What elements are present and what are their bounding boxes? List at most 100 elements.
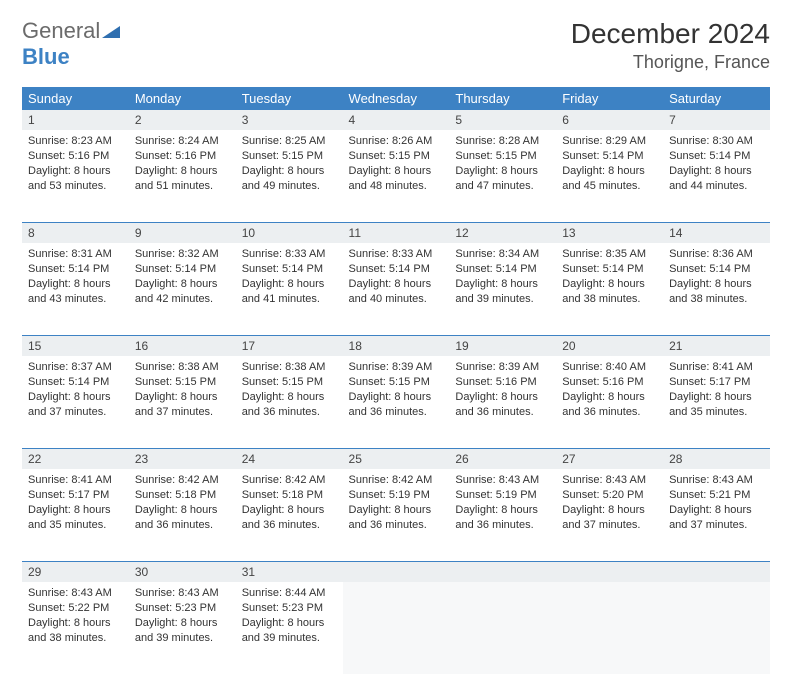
day-cell: Sunrise: 8:42 AMSunset: 5:18 PMDaylight:… [236,469,343,540]
empty-cell [556,582,663,674]
sunset-text: Sunset: 5:16 PM [455,375,550,390]
sunrise-text: Sunrise: 8:33 AM [349,247,444,262]
day-number: 10 [236,222,343,243]
daylight-text: Daylight: 8 hours and 49 minutes. [242,164,337,194]
day-cell: Sunrise: 8:39 AMSunset: 5:15 PMDaylight:… [343,356,450,427]
sunrise-text: Sunrise: 8:42 AM [242,473,337,488]
sunrise-text: Sunrise: 8:43 AM [135,586,230,601]
sunrise-text: Sunrise: 8:41 AM [669,360,764,375]
sunset-text: Sunset: 5:14 PM [562,262,657,277]
day-number: 15 [22,335,129,356]
day-cell: Sunrise: 8:31 AMSunset: 5:14 PMDaylight:… [22,243,129,314]
day-number: 16 [129,335,236,356]
sunrise-text: Sunrise: 8:28 AM [455,134,550,149]
sunrise-text: Sunrise: 8:44 AM [242,586,337,601]
day-cell: Sunrise: 8:30 AMSunset: 5:14 PMDaylight:… [663,130,770,201]
sunset-text: Sunset: 5:14 PM [455,262,550,277]
day-number: 19 [449,335,556,356]
sunset-text: Sunset: 5:15 PM [455,149,550,164]
sunrise-text: Sunrise: 8:39 AM [455,360,550,375]
daylight-text: Daylight: 8 hours and 40 minutes. [349,277,444,307]
day-number: 30 [129,561,236,582]
daylight-text: Daylight: 8 hours and 36 minutes. [562,390,657,420]
daynum-row: 1234567 [22,110,770,130]
sunset-text: Sunset: 5:16 PM [135,149,230,164]
sunset-text: Sunset: 5:15 PM [349,149,444,164]
day-number-empty [663,561,770,582]
day-cell: Sunrise: 8:35 AMSunset: 5:14 PMDaylight:… [556,243,663,314]
daylight-text: Daylight: 8 hours and 36 minutes. [135,503,230,533]
day-cell: Sunrise: 8:26 AMSunset: 5:15 PMDaylight:… [343,130,450,201]
sunrise-text: Sunrise: 8:43 AM [669,473,764,488]
page-title: December 2024 [571,18,770,50]
daylight-text: Daylight: 8 hours and 37 minutes. [669,503,764,533]
daylight-text: Daylight: 8 hours and 36 minutes. [349,390,444,420]
sunset-text: Sunset: 5:19 PM [349,488,444,503]
daylight-text: Daylight: 8 hours and 36 minutes. [242,503,337,533]
empty-cell [449,582,556,674]
day-number: 28 [663,448,770,469]
daylight-text: Daylight: 8 hours and 41 minutes. [242,277,337,307]
day-cell: Sunrise: 8:24 AMSunset: 5:16 PMDaylight:… [129,130,236,201]
daylight-text: Daylight: 8 hours and 53 minutes. [28,164,123,194]
sunrise-text: Sunrise: 8:38 AM [135,360,230,375]
day-number-empty [556,561,663,582]
day-number: 2 [129,110,236,130]
calendar-table: Sunday Monday Tuesday Wednesday Thursday… [22,87,770,674]
sunrise-text: Sunrise: 8:29 AM [562,134,657,149]
daylight-text: Daylight: 8 hours and 35 minutes. [669,390,764,420]
sunset-text: Sunset: 5:14 PM [669,149,764,164]
brand-general: General [22,18,100,43]
sunrise-text: Sunrise: 8:24 AM [135,134,230,149]
day-cell: Sunrise: 8:33 AMSunset: 5:14 PMDaylight:… [236,243,343,314]
day-number: 21 [663,335,770,356]
day-cell: Sunrise: 8:42 AMSunset: 5:19 PMDaylight:… [343,469,450,540]
day-number: 13 [556,222,663,243]
day-cell: Sunrise: 8:41 AMSunset: 5:17 PMDaylight:… [22,469,129,540]
daylight-text: Daylight: 8 hours and 37 minutes. [28,390,123,420]
sunrise-text: Sunrise: 8:41 AM [28,473,123,488]
day-number: 5 [449,110,556,130]
daylight-text: Daylight: 8 hours and 35 minutes. [28,503,123,533]
day-number: 18 [343,335,450,356]
day-cell: Sunrise: 8:38 AMSunset: 5:15 PMDaylight:… [129,356,236,427]
sunrise-text: Sunrise: 8:25 AM [242,134,337,149]
daylight-text: Daylight: 8 hours and 42 minutes. [135,277,230,307]
sunset-text: Sunset: 5:21 PM [669,488,764,503]
day-number: 4 [343,110,450,130]
weekday-header: Thursday [449,87,556,110]
day-number: 7 [663,110,770,130]
weekday-header: Friday [556,87,663,110]
day-cell: Sunrise: 8:36 AMSunset: 5:14 PMDaylight:… [663,243,770,314]
brand-blue: Blue [22,44,70,69]
logo-triangle-icon [102,18,120,43]
day-number: 24 [236,448,343,469]
sunset-text: Sunset: 5:14 PM [242,262,337,277]
day-cell: Sunrise: 8:38 AMSunset: 5:15 PMDaylight:… [236,356,343,427]
weekday-header: Tuesday [236,87,343,110]
week-row: Sunrise: 8:37 AMSunset: 5:14 PMDaylight:… [22,356,770,448]
sunrise-text: Sunrise: 8:35 AM [562,247,657,262]
sunrise-text: Sunrise: 8:42 AM [349,473,444,488]
day-cell: Sunrise: 8:37 AMSunset: 5:14 PMDaylight:… [22,356,129,427]
day-cell: Sunrise: 8:25 AMSunset: 5:15 PMDaylight:… [236,130,343,201]
location-label: Thorigne, France [571,52,770,73]
day-cell: Sunrise: 8:43 AMSunset: 5:23 PMDaylight:… [129,582,236,653]
sunrise-text: Sunrise: 8:31 AM [28,247,123,262]
sunset-text: Sunset: 5:23 PM [242,601,337,616]
daylight-text: Daylight: 8 hours and 43 minutes. [28,277,123,307]
day-number-empty [343,561,450,582]
daylight-text: Daylight: 8 hours and 38 minutes. [562,277,657,307]
sunrise-text: Sunrise: 8:43 AM [28,586,123,601]
sunset-text: Sunset: 5:23 PM [135,601,230,616]
day-number: 9 [129,222,236,243]
sunrise-text: Sunrise: 8:43 AM [562,473,657,488]
sunrise-text: Sunrise: 8:30 AM [669,134,764,149]
day-number: 29 [22,561,129,582]
sunrise-text: Sunrise: 8:43 AM [455,473,550,488]
sunset-text: Sunset: 5:18 PM [135,488,230,503]
sunset-text: Sunset: 5:20 PM [562,488,657,503]
sunset-text: Sunset: 5:15 PM [349,375,444,390]
weekday-header: Wednesday [343,87,450,110]
day-number: 26 [449,448,556,469]
